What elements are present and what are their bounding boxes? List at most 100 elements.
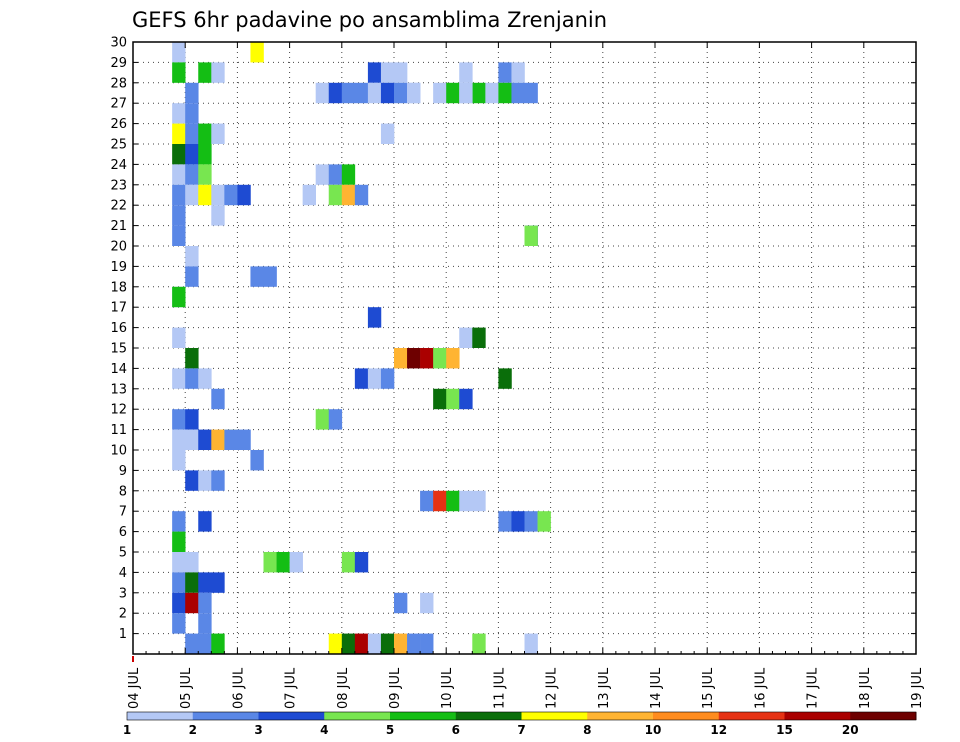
precip-cell: [524, 225, 538, 246]
precip-cell: [433, 82, 447, 104]
x-tick-label: 06 JUL: [231, 667, 246, 709]
precip-cell: [367, 62, 382, 83]
precip-cell: [524, 82, 538, 104]
precip-cell: [172, 164, 186, 185]
precip-cell: [185, 123, 199, 144]
precip-cell: [498, 62, 512, 83]
precip-cell: [185, 470, 199, 491]
precip-cell: [472, 490, 486, 512]
colorbar-label: 1: [123, 723, 131, 737]
precip-cell: [172, 511, 186, 532]
precip-cell: [354, 633, 369, 654]
precip-cell: [263, 266, 277, 287]
precip-cell: [172, 42, 186, 63]
x-tick-label: 07 JUL: [284, 667, 299, 709]
x-tick-label: 17 JUL: [806, 667, 821, 709]
y-tick-label: 5: [119, 546, 127, 561]
precip-cell: [380, 123, 395, 144]
precip-cell: [354, 368, 369, 389]
precip-cell: [172, 144, 186, 165]
precip-cell: [224, 184, 238, 206]
precip-cell: [354, 184, 369, 206]
precip-cell: [198, 62, 212, 83]
precip-cell: [511, 62, 525, 83]
precip-cell: [198, 613, 212, 634]
precip-cell: [172, 327, 186, 348]
precip-cell: [172, 368, 186, 389]
precip-cell: [198, 572, 212, 593]
x-tick-label: 12 JUL: [545, 667, 560, 709]
precip-cell: [394, 62, 408, 83]
colorbar-swatch: [390, 712, 457, 720]
x-tick-label: 15 JUL: [701, 667, 716, 709]
y-tick-label: 11: [110, 423, 127, 438]
precip-cell: [198, 470, 212, 491]
grid-lines: [132, 41, 917, 654]
colorbar-swatch: [521, 712, 588, 720]
precip-cell: [172, 62, 186, 83]
precip-cell: [459, 388, 473, 410]
data-cells: [172, 42, 551, 654]
precip-cell: [498, 368, 512, 389]
precip-cell: [446, 490, 460, 512]
x-tick-label: 11 JUL: [492, 667, 507, 709]
y-tick-label: 27: [110, 97, 127, 112]
colorbar-label: 12: [710, 723, 727, 737]
precip-cell: [185, 592, 199, 614]
precip-cell: [459, 82, 473, 104]
precip-cell: [380, 62, 395, 83]
precip-cell: [354, 552, 369, 573]
colorbar-label: 4: [320, 723, 328, 737]
precip-cell: [198, 511, 212, 532]
precip-cell: [211, 184, 225, 206]
precip-cell: [524, 511, 538, 532]
y-tick-label: 2: [119, 607, 127, 622]
precip-cell: [172, 123, 186, 144]
precip-cell: [433, 348, 447, 369]
precip-cell: [211, 62, 225, 83]
precip-cell: [459, 327, 473, 348]
x-tick-label: 09 JUL: [388, 667, 403, 709]
precip-cell: [185, 184, 199, 206]
precip-cell: [446, 82, 460, 104]
precip-cell: [211, 205, 225, 226]
x-tick-label: 19 JUL: [910, 667, 925, 709]
precip-cell: [472, 327, 486, 348]
y-tick-label: 24: [110, 158, 127, 173]
x-tick-label: 18 JUL: [858, 667, 873, 709]
precip-cell: [511, 511, 525, 532]
precip-cell: [198, 184, 212, 206]
colorbar-swatch: [587, 712, 654, 720]
y-tick-label: 30: [110, 36, 127, 51]
precip-cell: [394, 82, 408, 104]
y-tick-label: 4: [119, 566, 127, 581]
precip-cell: [198, 123, 212, 144]
y-tick-label: 3: [119, 586, 127, 601]
precip-cell: [328, 82, 343, 104]
precip-cell: [459, 62, 473, 83]
precip-cell: [185, 348, 199, 369]
precip-cell: [172, 225, 186, 246]
precip-cell: [185, 164, 199, 185]
colorbar-swatch: [718, 712, 785, 720]
precip-cell: [172, 592, 186, 614]
precip-cell: [172, 184, 186, 206]
y-tick-label: 16: [110, 321, 127, 336]
x-tick-label: 04 JUL: [127, 667, 142, 709]
x-axis: 04 JUL 05 JUL 06 JUL 07 JUL 08 JUL 09 JUL 10 J…: [127, 42, 925, 709]
precip-cell: [433, 388, 447, 410]
precip-cell: [185, 82, 199, 104]
colorbar-label: 15: [776, 723, 793, 737]
precip-cell: [211, 572, 225, 593]
precip-cell: [185, 572, 199, 593]
precip-cell: [172, 286, 186, 308]
colorbar-label: 8: [583, 723, 591, 737]
precip-cell: [380, 82, 395, 104]
precip-cell: [185, 429, 199, 450]
y-tick-label: 13: [110, 382, 127, 397]
colorbar-label: 7: [517, 723, 525, 737]
y-tick-label: 20: [110, 240, 127, 255]
precip-cell: [498, 82, 512, 104]
precip-cell: [185, 266, 199, 287]
colorbar-swatch: [127, 712, 194, 720]
